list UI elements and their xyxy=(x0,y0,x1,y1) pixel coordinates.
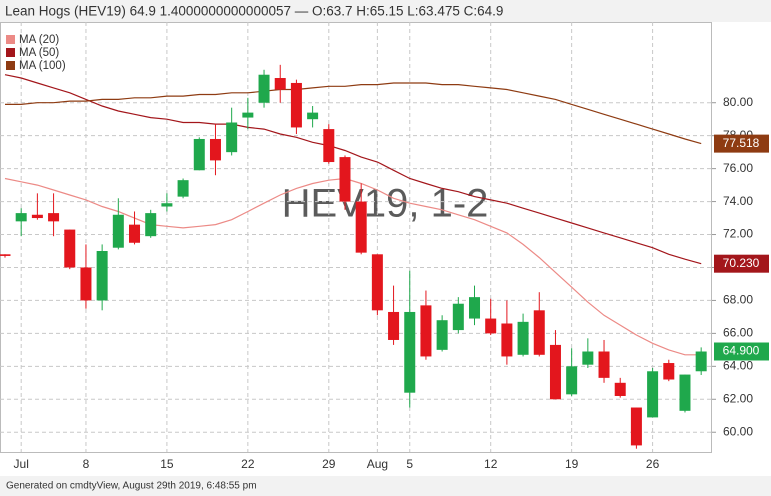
candle-body xyxy=(15,213,27,222)
watermark: HEV19, 1-2 xyxy=(282,182,489,226)
ma-line xyxy=(4,177,702,356)
x-tick-label: 26 xyxy=(646,457,660,471)
candle-body xyxy=(145,213,157,237)
footer-bar xyxy=(0,476,771,496)
y-tick-label: 72.00 xyxy=(723,227,753,241)
candle-body xyxy=(355,201,367,253)
candle-body xyxy=(193,138,205,171)
x-tick-label: 22 xyxy=(241,457,255,471)
price-badge xyxy=(714,254,769,273)
candle-body xyxy=(501,323,513,357)
price-badge-label: 64.900 xyxy=(723,344,760,358)
candle-body xyxy=(31,214,43,219)
candle-body xyxy=(469,297,481,319)
x-tick-label: Aug xyxy=(367,457,388,471)
legend-label: MA (50) xyxy=(19,47,59,59)
x-tick-label: 5 xyxy=(406,457,413,471)
x-tick-label: 29 xyxy=(322,457,336,471)
candle-body xyxy=(598,351,610,378)
candle-body xyxy=(630,407,642,446)
footer: Generated on cmdtyView, August 29th 2019… xyxy=(6,481,257,492)
candle-body xyxy=(177,180,189,197)
x-tick-label: 8 xyxy=(83,457,90,471)
y-tick-label: 68.00 xyxy=(723,293,753,307)
y-tick-label: 64.00 xyxy=(723,359,753,373)
legend-label: MA (20) xyxy=(19,34,59,46)
x-tick-label: 19 xyxy=(565,457,579,471)
price-badge-label: 77.518 xyxy=(723,136,760,150)
plot-frame xyxy=(0,22,712,453)
legend-label: MA (100) xyxy=(19,60,66,72)
candle-body xyxy=(0,254,11,256)
candle-body xyxy=(242,112,254,118)
candle-body xyxy=(614,382,626,396)
price-badge-label: 70.230 xyxy=(723,256,760,270)
candle-body xyxy=(64,229,76,268)
y-tick-label: 74.00 xyxy=(723,194,753,208)
x-tick-label: Jul xyxy=(14,457,29,471)
candle-body xyxy=(226,122,238,153)
candle-body xyxy=(388,311,400,340)
x-tick-label: 12 xyxy=(484,457,498,471)
candle-body xyxy=(112,214,124,248)
plot-area xyxy=(0,22,712,452)
candle-body xyxy=(371,254,383,311)
candle-body xyxy=(323,129,335,163)
legend-swatch xyxy=(6,48,15,57)
candle-body xyxy=(663,363,675,380)
legend-swatch xyxy=(6,35,15,44)
x-tick-label: 15 xyxy=(160,457,174,471)
candle-body xyxy=(258,74,270,103)
candle-body xyxy=(129,224,141,243)
ma-line xyxy=(4,74,702,265)
candle-body xyxy=(307,112,319,120)
candle-body xyxy=(339,157,351,202)
candle-body xyxy=(533,310,545,355)
y-tick-label: 80.00 xyxy=(723,95,753,109)
candle-body xyxy=(161,203,173,207)
candle-body xyxy=(485,318,497,334)
y-tick-label: 62.00 xyxy=(723,391,753,405)
candle-body xyxy=(420,305,432,357)
y-tick-label: 60.00 xyxy=(723,424,753,438)
candle-body xyxy=(549,344,561,400)
candle-body xyxy=(695,351,707,372)
title-bar xyxy=(0,0,771,22)
candle-body xyxy=(679,374,691,411)
candle-body xyxy=(452,303,464,331)
candle-body xyxy=(48,213,60,222)
candle-body xyxy=(290,82,302,128)
price-badge xyxy=(714,342,769,361)
candle-body xyxy=(517,321,529,355)
candle-body xyxy=(96,251,108,301)
candle-body xyxy=(582,351,594,365)
candle-body xyxy=(274,78,286,90)
chart-title: Lean Hogs (HEV19) 64.9 1.400000000000005… xyxy=(5,4,503,19)
candle-body xyxy=(404,311,416,393)
candle-body xyxy=(647,371,659,418)
candle-body xyxy=(436,320,448,350)
candle-body xyxy=(209,138,221,161)
y-tick-label: 76.00 xyxy=(723,161,753,175)
candle-body xyxy=(566,366,578,395)
price-badge xyxy=(714,134,769,153)
legend-swatch xyxy=(6,61,15,70)
candle-body xyxy=(80,267,92,301)
y-tick-label: 66.00 xyxy=(723,326,753,340)
ma-line xyxy=(5,82,702,145)
